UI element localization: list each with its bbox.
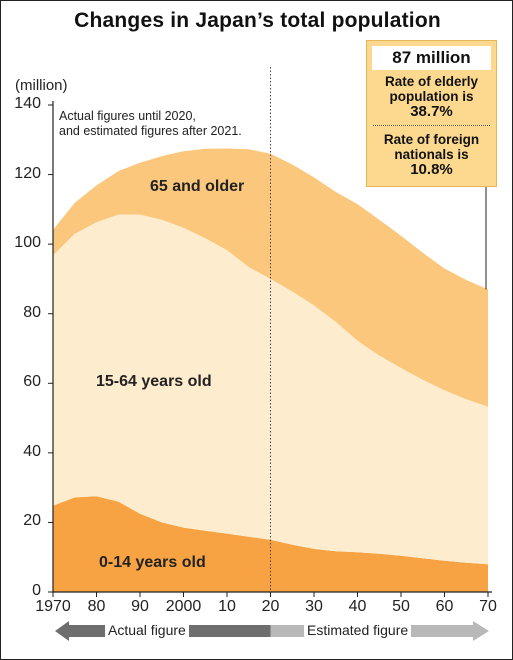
chart-title: Changes in Japan’s total population [74,9,441,32]
callout-elderly-value: 38.7% [410,103,453,120]
x-tick-label: 1970 [35,598,71,615]
data-note-line-2: and estimated figures after 2021. [59,124,242,138]
x-tick-label: 60 [435,598,454,615]
x-tick-label: 30 [305,598,323,615]
y-tick-label: 80 [23,303,41,321]
data-note: Actual figures until 2020, and estimated… [57,109,244,139]
y-tick-label: 60 [23,373,41,391]
callout-elderly-text: Rate of elderly population is [384,74,479,104]
data-note-line-1: Actual figures until 2020, [59,109,196,123]
callout-foreign-text: Rate of foreign nationals is [383,132,480,162]
estimated-figure-label: Estimated figure [304,622,412,638]
x-tick-label: 70 [479,598,497,615]
segment-label-0-14: 0-14 years old [99,554,206,571]
y-tick-label: 40 [23,442,41,460]
y-tick-label: 140 [14,95,41,112]
callout-foreign-value: 10.8% [410,161,453,178]
x-tick-label: 2000 [165,598,202,615]
x-tick-label: 10 [218,598,236,615]
segment-label-65-and-older: 65 and older [150,178,245,195]
x-tick-label: 80 [87,598,106,615]
actual-figure-label: Actual figure [105,622,189,638]
callout-divider [373,125,490,126]
y-tick-label: 0 [32,582,41,599]
callout-headline: 87 million [372,46,491,70]
callout-2070: 87 million Rate of elderly population is… [366,40,497,187]
y-tick-label: 100 [14,234,41,252]
segment-label-15-64: 15-64 years old [96,373,212,390]
y-tick-label: 120 [14,164,41,182]
y-tick-label: 20 [23,512,41,530]
x-tick-label: 20 [261,598,280,615]
x-tick-label: 90 [131,598,149,615]
y-axis-unit-label: (million) [15,77,68,94]
axes [48,67,492,597]
x-tick-label: 40 [348,598,367,615]
x-tick-label: 50 [392,598,410,615]
